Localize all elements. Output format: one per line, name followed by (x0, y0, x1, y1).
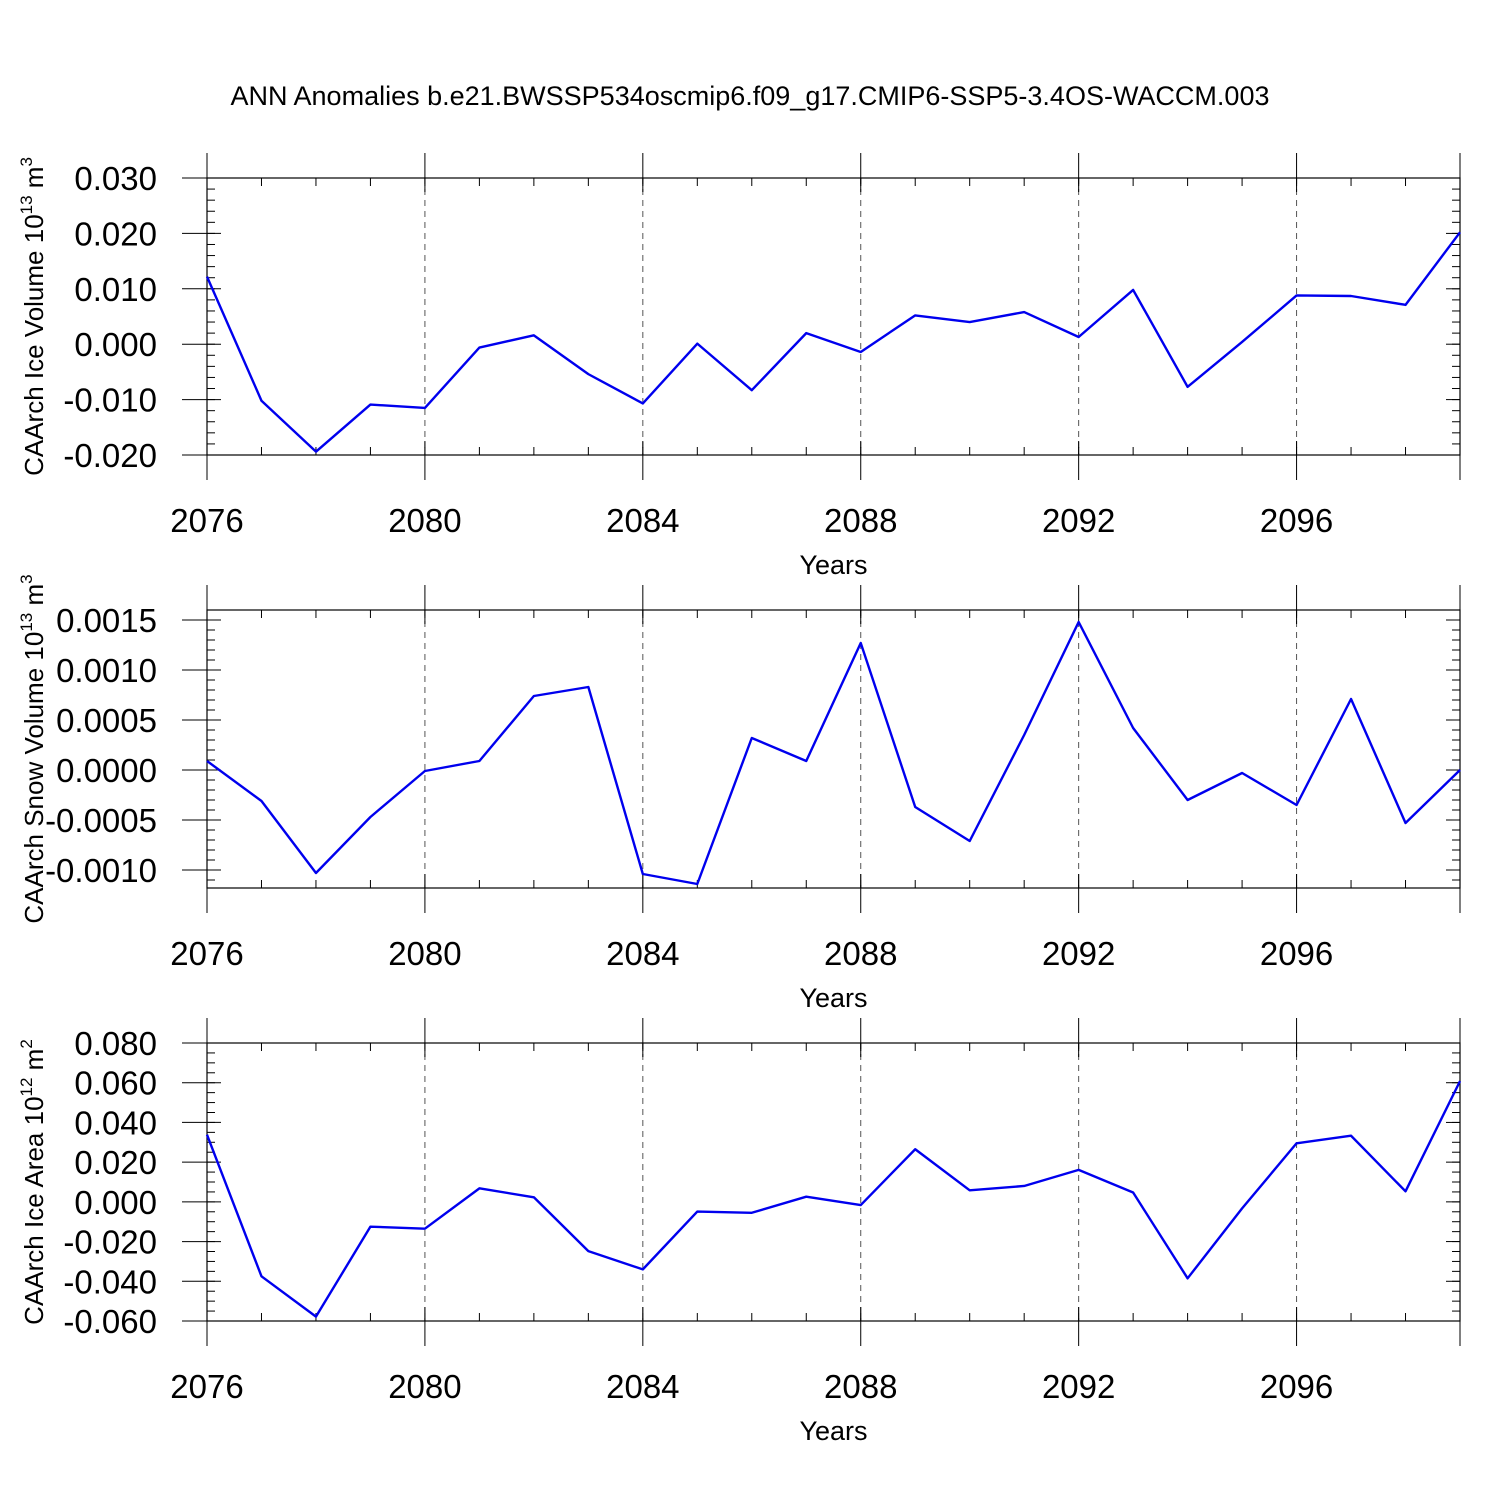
y-tick-label: 0.000 (74, 326, 157, 363)
series-line-1 (205, 231, 1461, 453)
x-tick-label: 2084 (606, 1368, 679, 1405)
plot-frame (206, 609, 1461, 889)
y-tick-label: 0.0015 (56, 602, 157, 639)
x-tick-label: 2076 (170, 1368, 243, 1405)
chart-panel-1: -0.020 -0.010 0.000 0.010 0.020 0.030 2076 2080… (17, 153, 1461, 580)
y-tick-label: 0.0010 (56, 652, 157, 689)
series-line-1 (206, 620, 1461, 886)
x-axis-title: Years (799, 1416, 867, 1446)
x-tick-label: 2080 (388, 1368, 461, 1405)
y-axis-title-part: m (19, 584, 49, 613)
y-axis-title-part: 13 (17, 195, 36, 214)
y-tick-label: 0.080 (74, 1025, 157, 1062)
figure-title: ANN Anomalies b.e21.BWSSP534oscmip6.f09_… (231, 81, 1270, 111)
y-axis-title: CAArch Snow Volume 1013 m3 (17, 574, 49, 923)
y-axis-title-part: CAArch Ice Area 10 (19, 1096, 49, 1324)
x-tick-label: 2088 (824, 1368, 897, 1405)
x-axis-title: Years (799, 983, 867, 1013)
x-tick-label: 2096 (1260, 935, 1333, 972)
x-tick-label: 2080 (388, 935, 461, 972)
chart-panel-2: -0.0010 -0.0005 0.0000 0.0005 0.0010 0.0015 20… (17, 574, 1461, 1013)
y-tick-label: -0.020 (63, 437, 157, 474)
x-tick-label: 2080 (388, 502, 461, 539)
plot-frame (206, 177, 1461, 456)
x-tick-label: 2092 (1042, 502, 1115, 539)
plot-frame (206, 1042, 1461, 1322)
x-tick-label: 2076 (170, 935, 243, 972)
y-axis-title-part: CAArch Snow Volume 10 (19, 632, 49, 924)
y-axis-title-part: m (19, 167, 49, 196)
y-tick-label: -0.020 (63, 1224, 157, 1261)
y-axis-title-part: CAArch Ice Volume 10 (19, 214, 49, 476)
chart-panels: -0.020 -0.010 0.000 0.010 0.020 0.030 2076 2080… (17, 153, 1462, 1446)
y-axis-title: CAArch Ice Area 1012 m2 (17, 1039, 49, 1325)
x-tick-label: 2088 (824, 502, 897, 539)
x-tick-label: 2092 (1042, 1368, 1115, 1405)
y-axis-title-part: 3 (17, 574, 36, 583)
y-tick-label: 0.010 (74, 271, 157, 308)
y-axis-title-part: 13 (17, 613, 36, 632)
y-tick-label: 0.040 (74, 1104, 157, 1141)
y-tick-label: -0.0010 (45, 852, 157, 889)
x-tick-label: 2096 (1260, 1368, 1333, 1405)
y-tick-label: 0.020 (74, 215, 157, 252)
y-axis-title-part: 2 (17, 1039, 36, 1048)
y-tick-label: -0.0005 (45, 802, 157, 839)
x-tick-label: 2092 (1042, 935, 1115, 972)
y-tick-label: 0.030 (74, 160, 157, 197)
y-tick-label: 0.0000 (56, 752, 157, 789)
x-tick-label: 2076 (170, 502, 243, 539)
series-line-1 (205, 1080, 1462, 1318)
x-tick-label: 2084 (606, 935, 679, 972)
y-tick-label: 0.0005 (56, 702, 157, 739)
x-tick-label: 2084 (606, 502, 679, 539)
y-tick-label: -0.040 (63, 1263, 157, 1300)
y-axis-title-part: 3 (17, 157, 36, 166)
y-axis-title-part: m (19, 1049, 49, 1078)
x-tick-label: 2096 (1260, 502, 1333, 539)
y-axis-title: CAArch Ice Volume 1013 m3 (17, 157, 49, 476)
y-axis-title-part: 12 (17, 1078, 36, 1097)
y-tick-label: 0.020 (74, 1144, 157, 1181)
x-tick-label: 2088 (824, 935, 897, 972)
y-tick-label: -0.010 (63, 382, 157, 419)
y-tick-label: -0.060 (63, 1303, 157, 1340)
y-tick-label: 0.060 (74, 1065, 157, 1102)
chart-panel-3: -0.060-0.040-0.0200.0000.0200.0400.0600.… (17, 1018, 1462, 1446)
y-tick-label: 0.000 (74, 1184, 157, 1221)
x-axis-title: Years (799, 550, 867, 580)
